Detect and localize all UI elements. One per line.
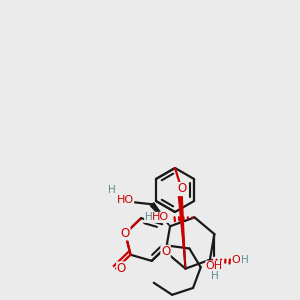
Polygon shape bbox=[178, 192, 185, 268]
Text: H: H bbox=[211, 271, 218, 281]
Text: O: O bbox=[177, 182, 187, 196]
Text: HO: HO bbox=[116, 195, 134, 205]
Text: OH: OH bbox=[206, 261, 223, 271]
Polygon shape bbox=[150, 203, 170, 226]
Text: O: O bbox=[121, 227, 130, 240]
Text: O: O bbox=[117, 262, 126, 275]
Text: H: H bbox=[108, 185, 116, 195]
Text: O: O bbox=[232, 255, 240, 265]
Text: H: H bbox=[145, 212, 152, 222]
Text: O: O bbox=[161, 245, 170, 258]
Text: H: H bbox=[241, 255, 249, 265]
Text: HO: HO bbox=[152, 212, 169, 222]
